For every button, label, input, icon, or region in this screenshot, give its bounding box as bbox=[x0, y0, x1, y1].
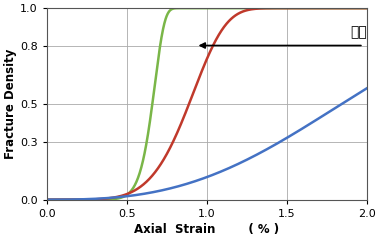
X-axis label: Axial  Strain        ( % ): Axial Strain ( % ) bbox=[134, 223, 279, 236]
Text: 時間: 時間 bbox=[350, 25, 367, 39]
Y-axis label: Fracture Density: Fracture Density bbox=[4, 49, 17, 159]
